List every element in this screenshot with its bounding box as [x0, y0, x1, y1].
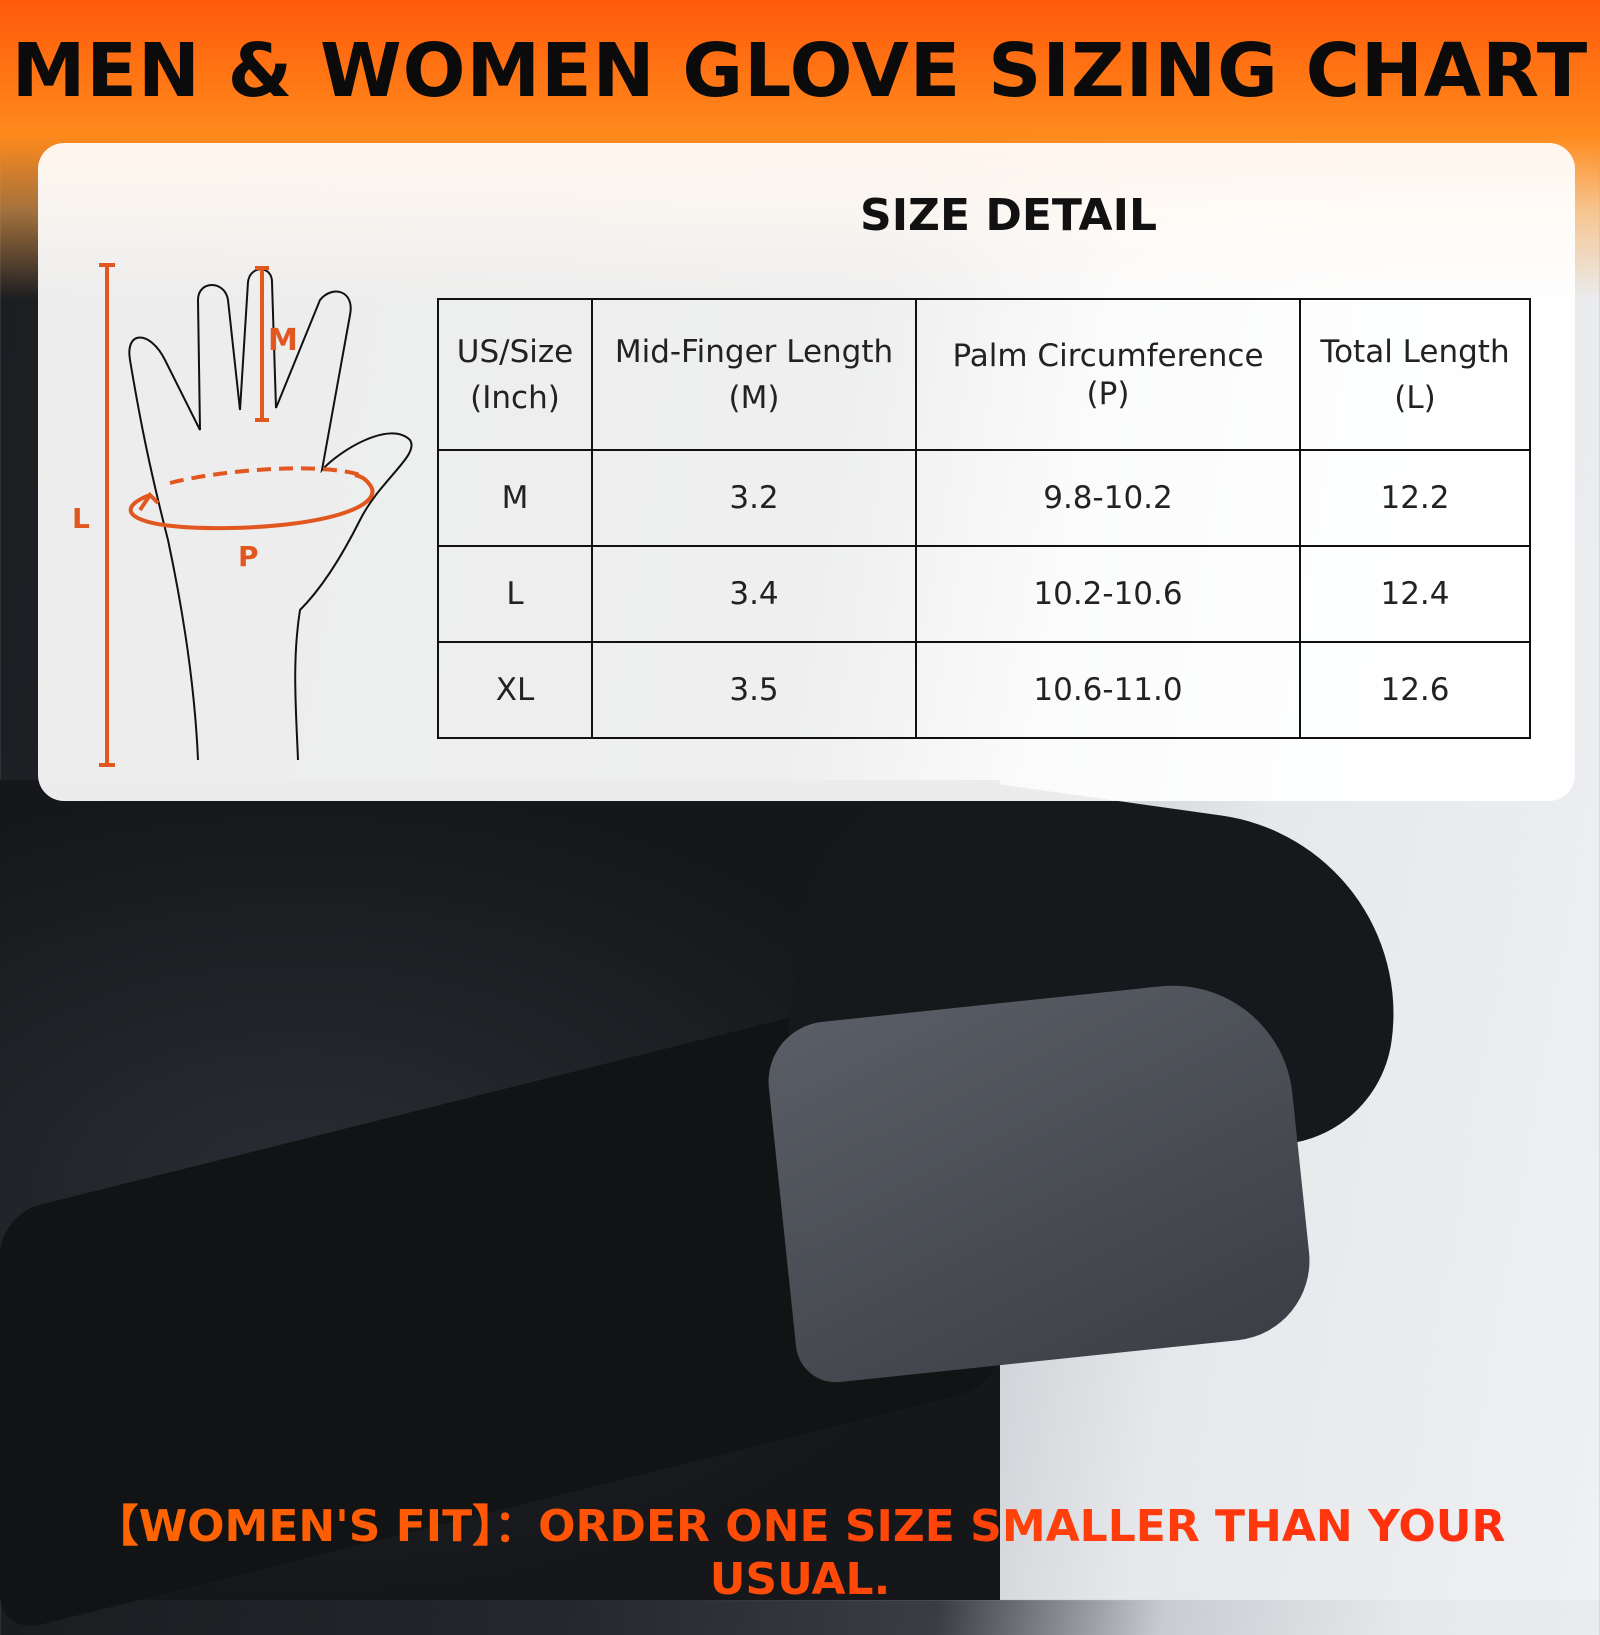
- cell-palm: 9.8-10.2: [915, 449, 1301, 547]
- length-label: L: [72, 502, 90, 535]
- header-unit: (P): [1086, 375, 1130, 412]
- cell-total-length: 12.2: [1299, 449, 1531, 547]
- hand-outline: [128, 268, 413, 761]
- cell-size: M: [437, 449, 593, 547]
- header-text: US/Size: [456, 333, 574, 370]
- cell-mid-finger: 3.4: [591, 545, 917, 643]
- cell-total-length: 12.4: [1299, 545, 1531, 643]
- header-mid-finger: Mid-Finger Length (M): [591, 298, 917, 451]
- header-total-length: Total Length (L): [1299, 298, 1531, 451]
- header-unit: (Inch): [470, 379, 560, 416]
- table-row: M 3.2 9.8-10.2 12.2: [437, 449, 1531, 547]
- cell-palm: 10.2-10.6: [915, 545, 1301, 643]
- glove-back-photo: [762, 973, 1318, 1387]
- cell-size: XL: [437, 641, 593, 739]
- header-palm: Palm Circumference (P): [915, 298, 1301, 451]
- womens-fit-note: 【WOMEN'S FIT】：ORDER ONE SIZE SMALLER THA…: [0, 1490, 1600, 1605]
- size-table: US/Size (Inch) Mid-Finger Length (M) Palm …: [437, 298, 1531, 739]
- header-unit: (M): [728, 379, 780, 416]
- page-title: MEN & WOMEN GLOVE SIZING CHART: [11, 28, 1589, 114]
- cell-mid-finger: 3.5: [591, 641, 917, 739]
- mid-finger-label: M: [268, 323, 298, 358]
- size-detail-heading: SIZE DETAIL: [860, 190, 1157, 241]
- cell-total-length: 12.6: [1299, 641, 1531, 739]
- header-text: Mid-Finger Length: [614, 333, 894, 370]
- palm-label: P: [238, 540, 259, 573]
- header-text: Total Length: [1320, 333, 1510, 370]
- cell-size: L: [437, 545, 593, 643]
- header-unit: (L): [1394, 379, 1436, 416]
- palm-circumference-line: [169, 466, 361, 485]
- header-us-size: US/Size (Inch): [437, 298, 593, 451]
- hand-measurement-diagram: L M P: [72, 263, 413, 767]
- table-row: XL 3.5 10.6-11.0 12.6: [437, 641, 1531, 739]
- table-row: L 3.4 10.2-10.6 12.4: [437, 545, 1531, 643]
- header-text: Palm Circumference: [952, 337, 1264, 374]
- cell-mid-finger: 3.2: [591, 449, 917, 547]
- cell-palm: 10.6-11.0: [915, 641, 1301, 739]
- table-header-row: US/Size (Inch) Mid-Finger Length (M) Palm …: [437, 298, 1531, 451]
